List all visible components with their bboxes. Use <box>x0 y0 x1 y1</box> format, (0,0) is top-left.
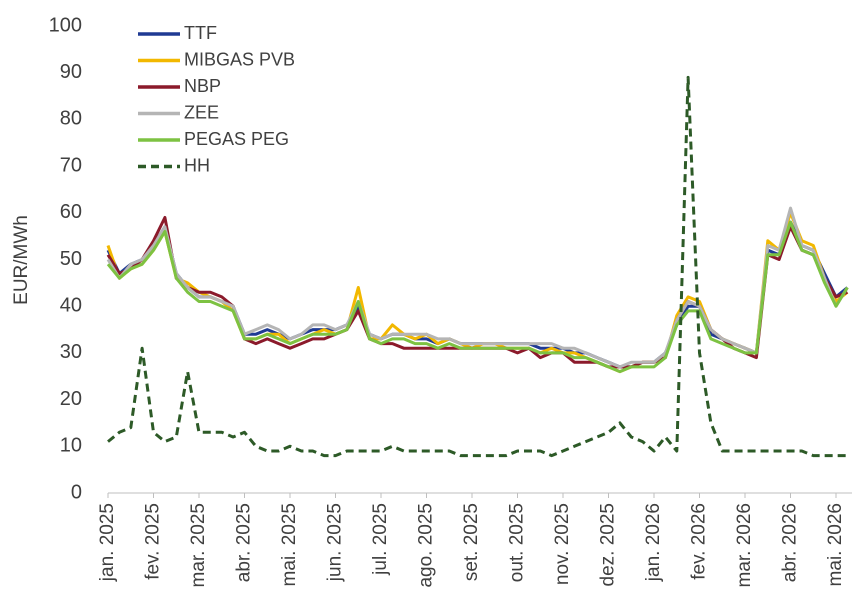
y-axis-label: EUR/MWh <box>11 215 32 305</box>
y-tick-label: 30 <box>60 341 82 363</box>
y-tick-label: 90 <box>60 61 82 83</box>
y-tick-label: 80 <box>60 108 82 130</box>
x-tick-label: mai. 2025 <box>279 503 300 586</box>
legend-label: ZEE <box>184 102 219 122</box>
y-tick-label: 100 <box>49 14 82 36</box>
x-tick-label: jan. 2026 <box>643 503 664 582</box>
y-tick-label: 70 <box>60 154 82 176</box>
x-tick-label: abr. 2025 <box>234 503 255 582</box>
x-tick-label: jan. 2025 <box>97 503 118 582</box>
legend-label: NBP <box>184 76 221 96</box>
legend-label: PEGAS PEG <box>184 129 289 149</box>
x-tick-label: nov. 2025 <box>552 503 573 585</box>
series-line <box>106 206 849 369</box>
y-tick-label: 60 <box>60 201 82 223</box>
x-tick-label: fev. 2026 <box>689 503 710 580</box>
legend-label: MIBGAS PVB <box>184 49 295 69</box>
series-line <box>106 220 849 374</box>
x-tick-label: abr. 2026 <box>780 503 801 582</box>
x-tick-label: fev. 2025 <box>143 503 164 580</box>
y-tick-label: 50 <box>60 248 82 270</box>
x-tick-label: mar. 2026 <box>734 503 755 588</box>
x-tick-label: out. 2025 <box>507 503 528 582</box>
x-tick-label: set. 2025 <box>461 503 482 581</box>
legend-label: TTF <box>184 23 217 43</box>
y-tick-label: 0 <box>71 481 82 503</box>
y-tick-label: 20 <box>60 388 82 410</box>
x-tick-label: jul. 2025 <box>370 503 391 576</box>
legend-label: HH <box>184 155 210 175</box>
x-tick-label: dez. 2025 <box>598 503 619 586</box>
x-tick-label: mar. 2025 <box>188 503 209 588</box>
y-tick-label: 10 <box>60 435 82 457</box>
series-line <box>107 75 848 458</box>
x-tick-label: jun. 2025 <box>325 503 346 582</box>
x-tick-label: ago. 2025 <box>416 503 437 588</box>
y-tick-label: 40 <box>60 294 82 316</box>
x-tick-label: mai. 2026 <box>825 503 846 586</box>
